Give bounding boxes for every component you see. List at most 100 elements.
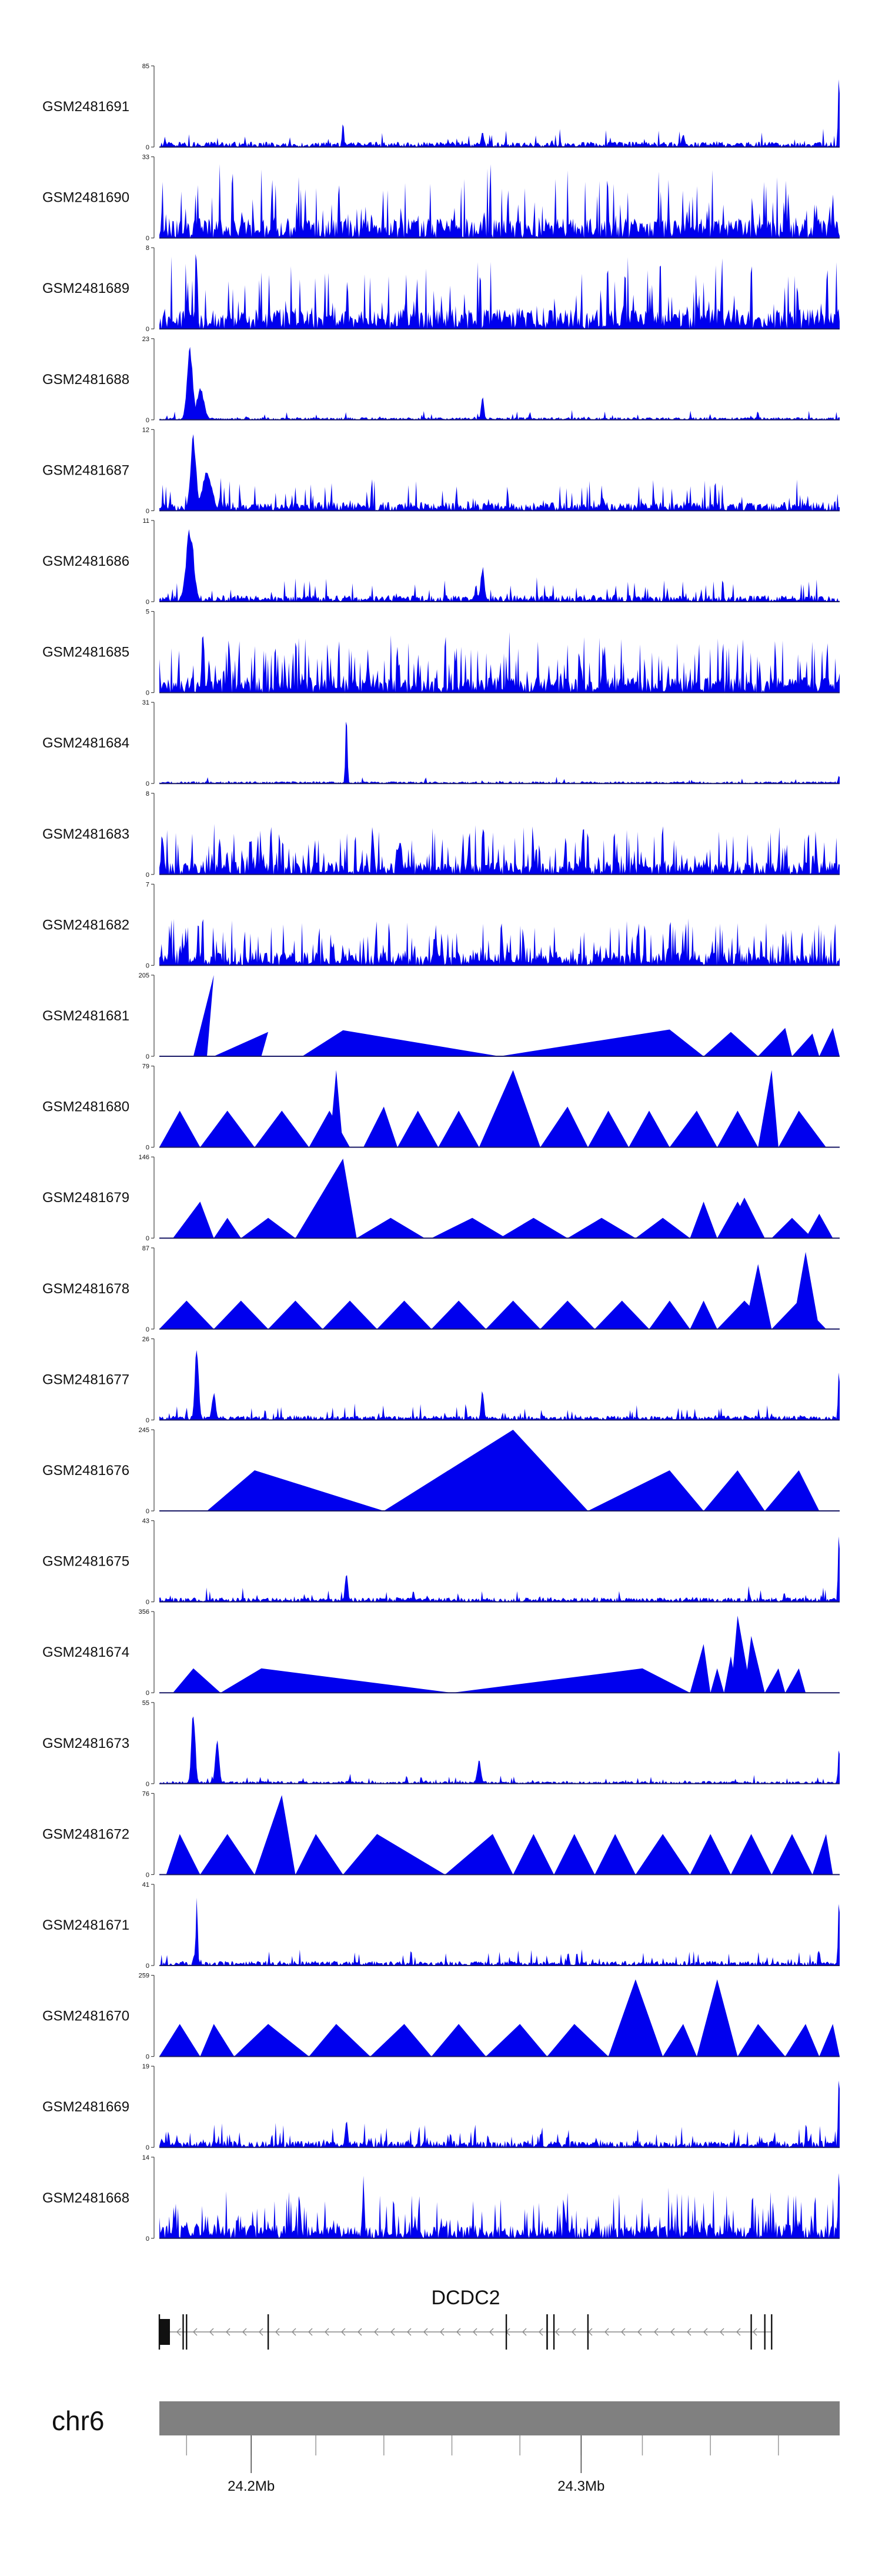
y-max-label: 259 [139, 1973, 149, 1980]
strand-arrow [242, 2328, 247, 2336]
signal-peak [690, 1644, 711, 1693]
y-min-label: 0 [146, 1599, 149, 1606]
track-GSM2481679: GSM2481679 146 0 [42, 1154, 840, 1242]
signal-coverage [159, 632, 840, 693]
track-label: GSM2481682 [42, 917, 129, 933]
track-GSM2481685: GSM2481685 5 0 [42, 609, 840, 697]
signal-peak [703, 1470, 765, 1511]
y-min-label: 0 [146, 144, 149, 151]
signal-peak [737, 2024, 786, 2057]
track-GSM2481688: GSM2481688 23 0 [42, 336, 840, 424]
signal-peak [255, 1795, 296, 1875]
y-min-label: 0 [146, 1326, 149, 1333]
signal-coverage [159, 79, 840, 147]
y-min-label: 0 [146, 599, 149, 606]
signal-peak [792, 1252, 820, 1329]
signal-coverage [159, 254, 840, 329]
gene-track: DCDC2 [158, 2287, 773, 2350]
chromosome-name: chr6 [52, 2405, 104, 2436]
signal-peak [173, 1668, 221, 1693]
signal-coverage [159, 722, 840, 784]
y-max-label: 85 [142, 63, 149, 70]
signal-peak [295, 1159, 357, 1239]
strand-arrow [407, 2328, 412, 2336]
track-label: GSM2481684 [42, 735, 129, 751]
y-min-label: 0 [146, 1053, 149, 1060]
signal-coverage [159, 2173, 840, 2238]
strand-arrow [440, 2328, 445, 2336]
y-max-label: 8 [146, 790, 149, 798]
signal-coverage [159, 164, 840, 238]
y-min-label: 0 [146, 1871, 149, 1878]
signal-coverage [159, 434, 840, 511]
signal-peak [778, 1110, 826, 1147]
track-GSM2481683: GSM2481683 8 0 [42, 790, 840, 879]
y-min-label: 0 [146, 417, 149, 424]
signal-peak [547, 2024, 609, 2057]
y-max-label: 245 [139, 1427, 149, 1434]
y-min-label: 0 [146, 1508, 149, 1515]
strand-arrow [209, 2328, 214, 2336]
signal-peak [166, 1834, 201, 1875]
signal-peak [363, 1106, 397, 1147]
axis-coordinate-label: 24.2Mb [228, 2478, 275, 2494]
signal-coverage [159, 1716, 840, 1784]
signal-peak [329, 1070, 343, 1147]
signal-coverage [159, 346, 840, 420]
signal-peak [724, 1197, 765, 1239]
y-min-label: 0 [146, 690, 149, 697]
strand-arrow [358, 2328, 362, 2336]
track-GSM2481668: GSM2481668 14 0 [42, 2154, 840, 2243]
strand-arrow [292, 2328, 296, 2336]
signal-peak [554, 1834, 595, 1875]
track-label: GSM2481675 [42, 1554, 129, 1570]
track-label: GSM2481687 [42, 462, 129, 478]
signal-peak [255, 1110, 309, 1147]
strand-arrow [637, 2328, 642, 2336]
track-label: GSM2481674 [42, 1644, 129, 1660]
track-GSM2481680: GSM2481680 79 0 [42, 1063, 840, 1152]
track-GSM2481682: GSM2481682 7 0 [42, 881, 840, 969]
strand-arrow [654, 2328, 659, 2336]
y-max-label: 26 [142, 1336, 149, 1343]
strand-arrow [572, 2328, 576, 2336]
signal-peak [771, 1834, 813, 1875]
strand-arrow [390, 2328, 395, 2336]
signal-peak [744, 1264, 772, 1329]
y-max-label: 356 [139, 1609, 149, 1616]
strand-arrow [703, 2328, 708, 2336]
track-GSM2481691: GSM2481691 85 0 [42, 63, 840, 151]
y-max-label: 14 [142, 2154, 149, 2161]
signal-peak [594, 1300, 649, 1329]
signal-peak [370, 2024, 432, 2057]
signal-peak [200, 1110, 255, 1147]
strand-arrow [176, 2328, 181, 2336]
y-min-label: 0 [146, 1781, 149, 1788]
track-label: GSM2481673 [42, 1736, 129, 1751]
signal-peak [309, 1110, 350, 1147]
signal-peak [764, 1668, 786, 1693]
track-GSM2481684: GSM2481684 31 0 [42, 699, 840, 788]
y-max-label: 7 [146, 881, 149, 888]
track-label: GSM2481686 [42, 553, 129, 569]
y-min-label: 0 [146, 872, 149, 879]
axis-coordinate-label: 24.3Mb [557, 2478, 604, 2494]
strand-arrow [456, 2328, 461, 2336]
y-min-label: 0 [146, 1417, 149, 1424]
track-label: GSM2481671 [42, 1917, 129, 1933]
chromosome-bar [159, 2401, 840, 2435]
signal-peak [758, 1027, 792, 1056]
signal-peak [629, 1110, 670, 1147]
gene-utr-block [159, 2319, 170, 2345]
y-max-label: 23 [142, 336, 149, 343]
signal-peak [513, 1834, 554, 1875]
signal-peak [240, 1217, 296, 1239]
y-max-label: 146 [139, 1154, 149, 1161]
track-GSM2481681: GSM2481681 205 0 [42, 972, 840, 1060]
signal-peak [806, 1213, 833, 1239]
track-label: GSM2481685 [42, 645, 129, 660]
track-label: GSM2481679 [42, 1190, 129, 1206]
signal-peak [635, 1834, 690, 1875]
signal-peak [397, 1110, 439, 1147]
signal-peak [213, 1217, 241, 1239]
